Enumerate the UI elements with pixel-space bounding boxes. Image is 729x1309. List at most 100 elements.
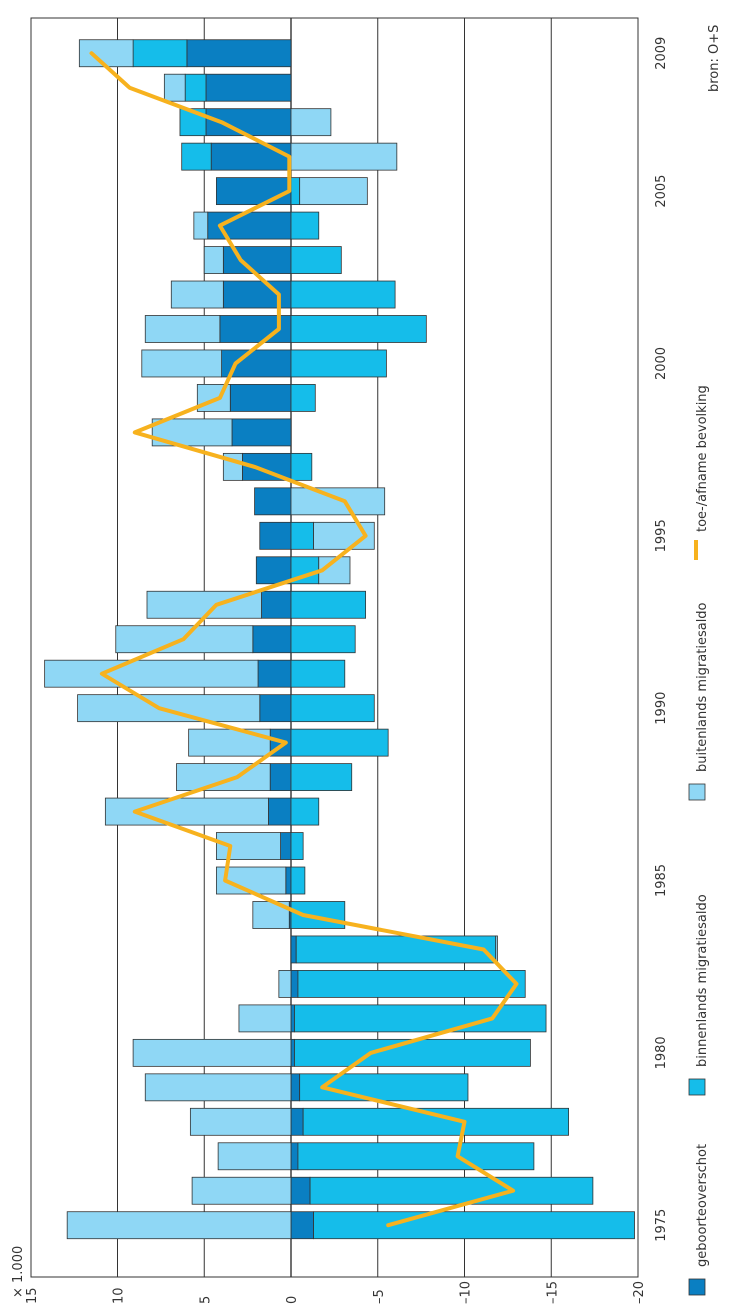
bar-binnenlands-1980 <box>294 1038 531 1067</box>
year-tick-label: 1980 <box>654 1036 669 1069</box>
bar-geboorteoverschot-1977 <box>290 1142 299 1171</box>
bar-buitenlands-1982 <box>278 970 292 998</box>
stacked-bars <box>44 39 635 1240</box>
year-tick-label: 2005 <box>654 175 669 208</box>
bar-geboorteoverschot-1979 <box>290 1073 301 1102</box>
bar-geboorteoverschot-1982 <box>290 970 299 998</box>
bar-geboorteoverschot-2009 <box>186 39 292 68</box>
bar-geboorteoverschot-1981 <box>290 1004 295 1033</box>
value-tick-label: 5 <box>198 1296 213 1304</box>
legend-label-binnenlands: binnenlands migratiesaldo <box>695 894 710 1067</box>
bar-binnenlands-1995 <box>290 521 314 550</box>
bar-geboorteoverschot-2008 <box>205 73 292 102</box>
bar-geboorteoverschot-1985 <box>285 866 292 895</box>
year-tick-label: 2000 <box>654 347 669 380</box>
bar-binnenlands-1977 <box>297 1142 535 1171</box>
value-tick-label: –15 <box>545 1281 560 1304</box>
bar-binnenlands-1991 <box>290 659 346 688</box>
value-axis-ticks: 15 10 5 0 –5 –10 –15 –20 <box>25 1281 647 1304</box>
bar-binnenlands-1984 <box>290 901 346 929</box>
bar-buitenlands-2006 <box>290 142 398 171</box>
bar-buitenlands-2003 <box>203 246 224 274</box>
bar-buitenlands-1991 <box>44 659 259 688</box>
legend-swatch-binnenlands <box>688 1078 706 1096</box>
bar-binnenlands-2009 <box>132 39 188 68</box>
bar-buitenlands-1988 <box>176 763 271 792</box>
bar-buitenlands-1992 <box>115 625 254 654</box>
bar-geboorteoverschot-1983 <box>290 935 297 964</box>
bar-geboorteoverschot-1975 <box>290 1211 314 1240</box>
legend-swatch-line <box>694 540 698 560</box>
bar-buitenlands-1975 <box>66 1211 292 1240</box>
bar-geboorteoverschot-1987 <box>268 797 292 826</box>
bar-binnenlands-1985 <box>290 866 306 895</box>
bar-buitenlands-1977 <box>217 1142 292 1171</box>
bar-binnenlands-1986 <box>290 832 304 860</box>
bar-binnenlands-1983 <box>295 935 497 964</box>
legend-label-line: toe-/afname bevolking <box>695 385 710 532</box>
bar-binnenlands-2001 <box>290 315 427 343</box>
source-label: bron: O+S <box>707 25 722 92</box>
bar-binnenlands-1999 <box>290 384 316 412</box>
bar-geboorteoverschot-1976 <box>290 1176 311 1205</box>
bar-geboorteoverschot-1986 <box>280 832 292 860</box>
bar-buitenlands-1979 <box>144 1073 292 1102</box>
bar-binnenlands-1988 <box>290 763 353 792</box>
bar-geboorteoverschot-1991 <box>257 659 292 688</box>
bar-binnenlands-1992 <box>290 625 356 654</box>
bar-buitenlands-1981 <box>238 1004 292 1033</box>
bar-buitenlands-1990 <box>77 694 261 723</box>
bar-binnenlands-1978 <box>302 1107 569 1136</box>
bar-geboorteoverschot-1992 <box>252 625 292 654</box>
bar-geboorteoverschot-1980 <box>290 1038 295 1067</box>
value-tick-label: –10 <box>459 1281 474 1304</box>
bar-binnenlands-2005 <box>290 177 301 206</box>
year-tick-label: 2009 <box>654 37 669 70</box>
bar-binnenlands-2004 <box>290 211 320 240</box>
bar-geboorteoverschot-2006 <box>210 142 292 171</box>
total-change-line <box>89 51 519 1228</box>
year-tick-label: 1995 <box>654 519 669 552</box>
bar-buitenlands-1976 <box>191 1176 292 1205</box>
bar-buitenlands-2008 <box>163 73 186 102</box>
bar-buitenlands-1978 <box>189 1107 292 1136</box>
bar-binnenlands-2006 <box>181 142 212 171</box>
bar-binnenlands-1990 <box>290 694 375 723</box>
year-tick-label: 1985 <box>654 864 669 897</box>
bar-buitenlands-2005 <box>299 177 368 206</box>
value-tick-label: 10 <box>112 1287 127 1304</box>
bar-buitenlands-1996 <box>290 487 386 516</box>
bar-buitenlands-2009 <box>78 39 134 68</box>
bar-geboorteoverschot-2005 <box>215 177 292 206</box>
legend-swatch-buitenlands <box>688 783 706 801</box>
bar-buitenlands-2007 <box>290 108 332 137</box>
bar-buitenlands-2004 <box>193 211 209 240</box>
bar-buitenlands-1980 <box>132 1038 292 1067</box>
bar-binnenlands-2002 <box>290 280 396 309</box>
bar-geboorteoverschot-1993 <box>261 590 292 619</box>
bar-geboorteoverschot-1988 <box>269 763 292 792</box>
value-tick-label: –5 <box>372 1289 387 1304</box>
bar-binnenlands-1987 <box>290 797 320 826</box>
legend: geboorteoverschot binnenlands migratiesal… <box>688 385 710 1296</box>
legend-swatch-geboorteoverschot <box>688 1278 706 1296</box>
legend-label-buitenlands: buitenlands migratiesaldo <box>695 602 710 772</box>
bar-geboorteoverschot-1999 <box>229 384 292 412</box>
line-toe-afname-bevolking <box>89 51 519 1228</box>
bar-binnenlands-2000 <box>290 349 387 378</box>
bar-buitenlands-2000 <box>141 349 222 378</box>
bar-binnenlands-1981 <box>294 1004 547 1033</box>
bar-binnenlands-1976 <box>309 1176 594 1205</box>
bar-buitenlands-1983 <box>495 935 498 964</box>
bar-geboorteoverschot-1994 <box>255 556 292 585</box>
bar-binnenlands-1993 <box>290 590 367 619</box>
bar-geboorteoverschot-1990 <box>259 694 292 723</box>
year-axis-ticks: 1975 1980 1985 1990 1995 2000 2005 2009 <box>654 37 669 1242</box>
bar-geboorteoverschot-1996 <box>254 487 292 516</box>
legend-label-geboorteoverschot: geboorteoverschot <box>695 1144 710 1267</box>
bar-binnenlands-2008 <box>184 73 207 102</box>
bar-binnenlands-1975 <box>313 1211 635 1240</box>
bar-geboorteoverschot-1998 <box>231 418 292 447</box>
bar-buitenlands-2002 <box>170 280 224 309</box>
bar-binnenlands-1997 <box>290 452 313 481</box>
